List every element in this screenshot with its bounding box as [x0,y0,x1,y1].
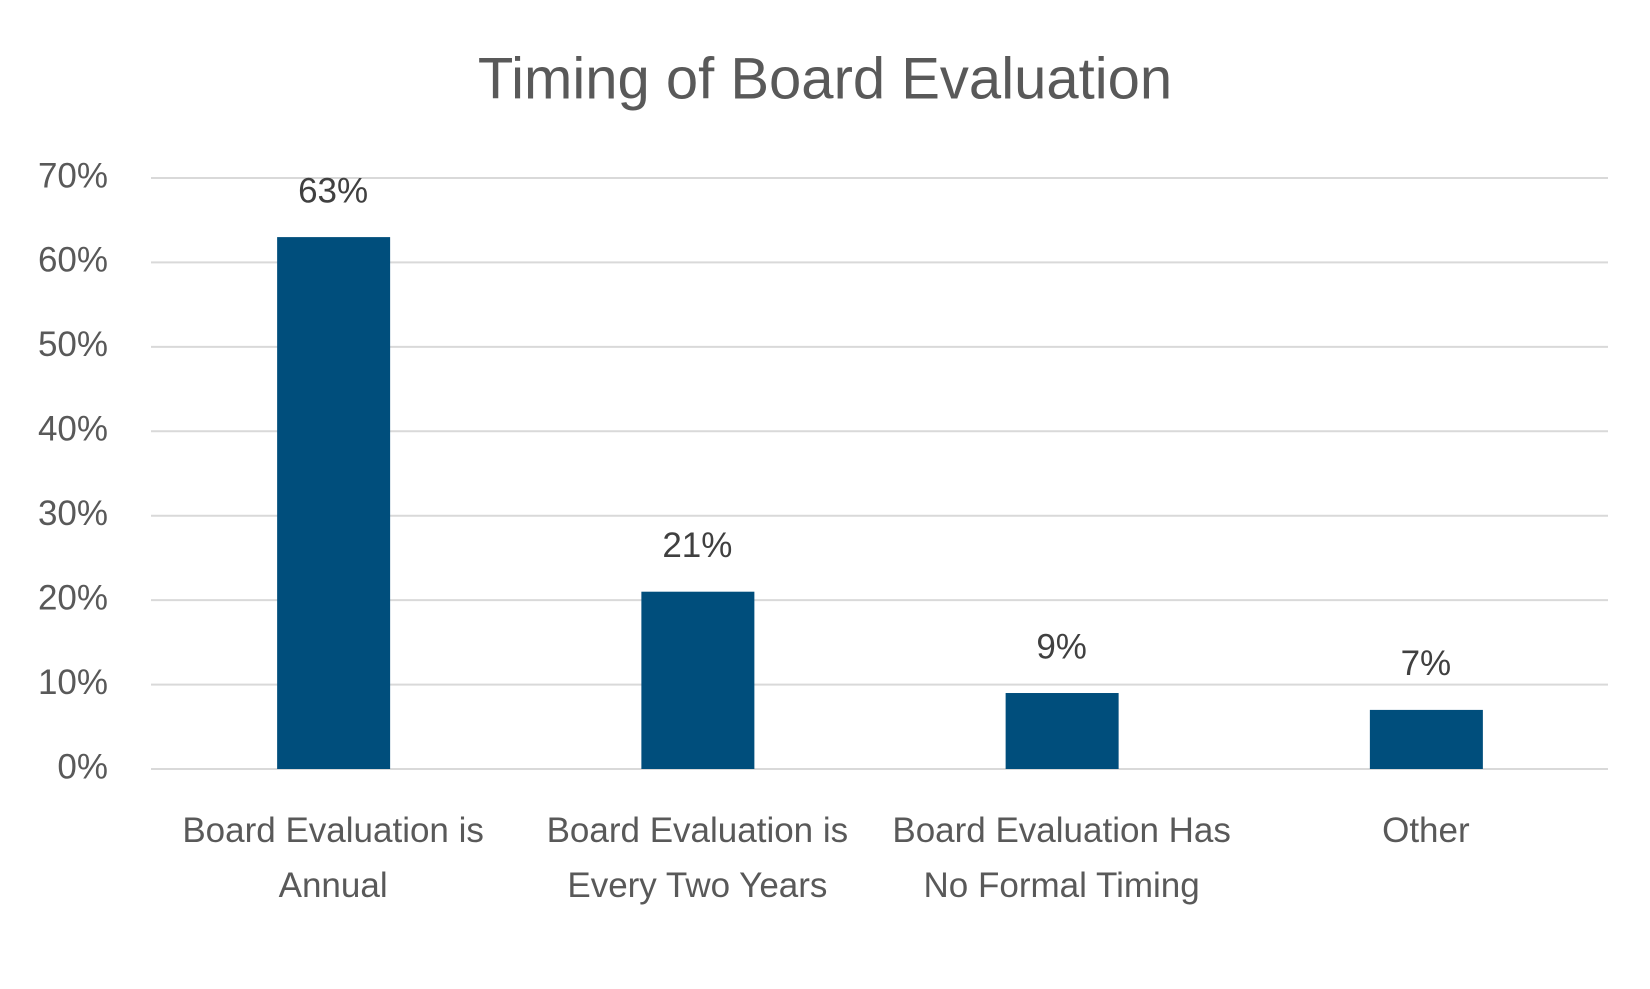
y-tick-label: 0% [57,747,108,786]
y-tick-label: 70% [38,156,108,195]
y-tick-label: 60% [38,241,108,280]
y-tick-label: 40% [38,410,108,449]
data-label: 9% [1036,627,1087,666]
data-label: 21% [662,526,732,565]
chart-title: Timing of Board Evaluation [478,46,1172,111]
data-label: 63% [298,171,368,210]
bar [1369,709,1483,769]
x-tick-label: Other [1382,811,1470,850]
bar [277,237,391,770]
x-tick-label: Board Evaluation Has No Formal Timing [892,811,1231,905]
bar [641,591,755,769]
y-tick-label: 10% [38,663,108,702]
bar [1005,693,1119,769]
y-tick-label: 50% [38,325,108,364]
y-tick-label: 20% [38,578,108,617]
x-tick-label: Board Evaluation is Annual [182,811,484,905]
x-tick-label: Board Evaluation is Every Two Years [546,811,849,905]
data-label: 7% [1401,644,1452,683]
y-tick-label: 30% [38,494,108,533]
